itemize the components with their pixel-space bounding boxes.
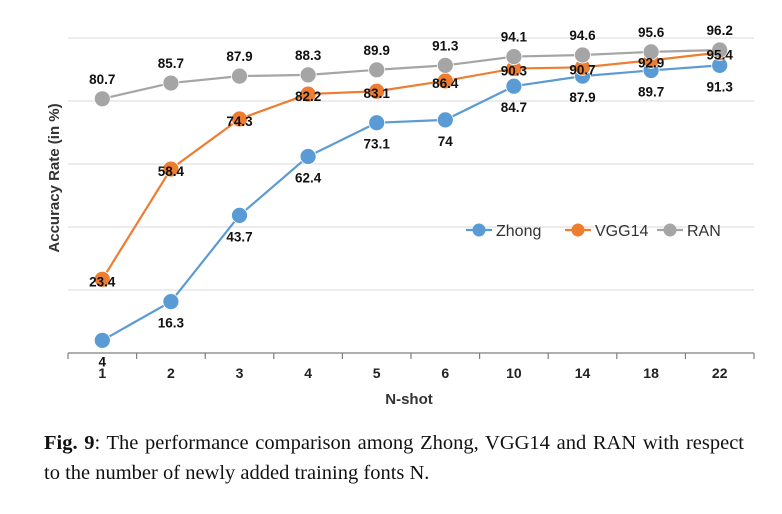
data-point-ran	[642, 43, 660, 61]
x-tick-label: 18	[643, 365, 659, 381]
data-label: 80.7	[89, 72, 115, 87]
data-point-ran	[574, 46, 591, 64]
x-tick-label: 10	[506, 365, 522, 381]
legend: Zhong VGG14 RAN	[466, 223, 721, 240]
figure-label: Fig. 9	[44, 432, 95, 454]
data-point-zhong	[299, 148, 317, 165]
data-point-vgg14	[368, 82, 386, 100]
legend-marker-ran	[663, 223, 677, 237]
data-point-vgg14	[162, 160, 180, 178]
data-label: 16.3	[158, 316, 185, 331]
line-chart: 1 2 3 4 5 6 10 14 18 22 4 16.3 43.7 62.4 73.1 74 84.7 87…	[46, 23, 755, 408]
legend-label-vgg14: VGG14	[595, 223, 648, 240]
data-label: 89.9	[364, 43, 390, 58]
series-line-zhong	[101, 64, 720, 342]
data-label: 4	[99, 354, 107, 369]
data-label: 95.4	[707, 47, 734, 62]
data-label: 88.3	[295, 48, 322, 63]
data-label: 90.7	[569, 62, 595, 77]
data-label: 74.3	[226, 114, 253, 129]
x-tick-label: 2	[167, 365, 175, 381]
data-point-ran	[436, 57, 454, 74]
x-axis-title: N-shot	[385, 391, 433, 408]
data-label: 87.9	[569, 90, 595, 105]
x-tick-label: 22	[712, 365, 728, 381]
data-point-vgg14	[93, 270, 111, 288]
data-point-zhong	[436, 111, 454, 129]
data-label: 74	[438, 134, 454, 149]
data-label: 83.1	[364, 86, 391, 101]
data-point-ran	[162, 74, 180, 92]
x-tick-label: 5	[373, 365, 381, 381]
data-label: 62.4	[295, 170, 322, 185]
caption-text: : The performance comparison among Zhong…	[44, 432, 744, 484]
data-label: 23.4	[89, 274, 116, 289]
data-point-vgg14	[299, 85, 317, 103]
x-tick-label: 4	[304, 365, 312, 381]
data-point-ran	[231, 67, 248, 85]
data-point-ran	[368, 61, 386, 79]
series-line-vgg14	[101, 51, 720, 280]
data-label: 73.1	[364, 137, 391, 152]
x-axis: 1 2 3 4 5 6 10 14 18 22	[67, 352, 755, 381]
data-label: 90.3	[501, 64, 528, 79]
data-point-ran	[93, 90, 111, 108]
figure-caption: Fig. 9: The performance comparison among…	[44, 428, 744, 488]
chart: 1 2 3 4 5 6 10 14 18 22 4 16.3 43.7 62.4 73.1 74 84.7 87…	[46, 23, 755, 408]
data-label: 91.3	[432, 38, 459, 53]
x-tick-label: 14	[575, 365, 591, 381]
data-label: 85.7	[158, 56, 184, 71]
data-label: 96.2	[707, 23, 733, 38]
data-point-vgg14	[231, 110, 248, 128]
series-lines	[93, 41, 729, 349]
data-label: 91.3	[707, 79, 734, 94]
data-point-zhong	[368, 114, 386, 132]
data-point-zhong	[162, 293, 180, 311]
data-label: 94.6	[569, 28, 596, 43]
data-labels: 4 16.3 43.7 62.4 73.1 74 84.7 87.9 89.7 91.3 23.4 5…	[89, 23, 733, 369]
data-point-zhong	[93, 331, 111, 349]
data-label: 58.4	[158, 164, 185, 179]
x-tick-label: 3	[236, 365, 244, 381]
legend-marker-zhong	[472, 223, 486, 237]
y-axis-title: Accuracy Rate (in %)	[46, 103, 63, 252]
x-tick-label: 6	[441, 365, 449, 381]
x-tick-label: 1	[98, 365, 106, 381]
series-line-ran	[102, 48, 720, 100]
legend-label-ran: RAN	[687, 223, 721, 240]
data-label: 86.4	[432, 76, 459, 91]
gridlines	[68, 37, 754, 291]
data-label: 92.9	[638, 55, 664, 70]
data-point-zhong	[231, 206, 248, 224]
data-point-ran	[505, 48, 523, 65]
data-point-ran	[711, 41, 729, 59]
data-point-ran	[299, 66, 317, 84]
data-label: 89.7	[638, 84, 664, 99]
data-label: 94.1	[501, 30, 528, 45]
data-label: 84.7	[501, 100, 527, 115]
legend-marker-vgg14	[571, 223, 585, 237]
data-label: 87.9	[226, 49, 252, 64]
data-label: 95.6	[638, 25, 665, 40]
data-label: 82.2	[295, 89, 321, 104]
legend-label-zhong: Zhong	[496, 223, 541, 240]
data-label: 43.7	[226, 229, 252, 244]
data-point-zhong	[505, 77, 523, 95]
